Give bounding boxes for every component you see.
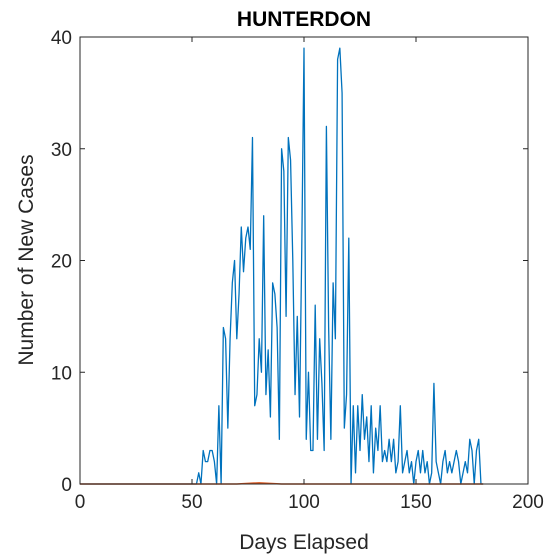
x-tick-label: 50 xyxy=(181,492,202,513)
y-tick-label: 0 xyxy=(61,475,72,496)
chart-title: HUNTERDON xyxy=(237,8,371,31)
x-tick-label: 0 xyxy=(75,492,86,513)
x-tick-label: 150 xyxy=(400,492,432,513)
y-tick-label: 10 xyxy=(51,363,72,384)
x-tick-label: 200 xyxy=(512,492,544,513)
x-tick-label: 100 xyxy=(288,492,320,513)
y-axis-label: Number of New Cases xyxy=(15,154,38,365)
y-tick-label: 20 xyxy=(51,252,72,273)
y-tick-label: 30 xyxy=(51,140,72,161)
y-tick-label: 40 xyxy=(51,28,72,49)
plot-group: 0 50 100 150 200 0 10 20 30 40 xyxy=(51,28,544,513)
x-axis-label: Days Elapsed xyxy=(239,531,369,554)
